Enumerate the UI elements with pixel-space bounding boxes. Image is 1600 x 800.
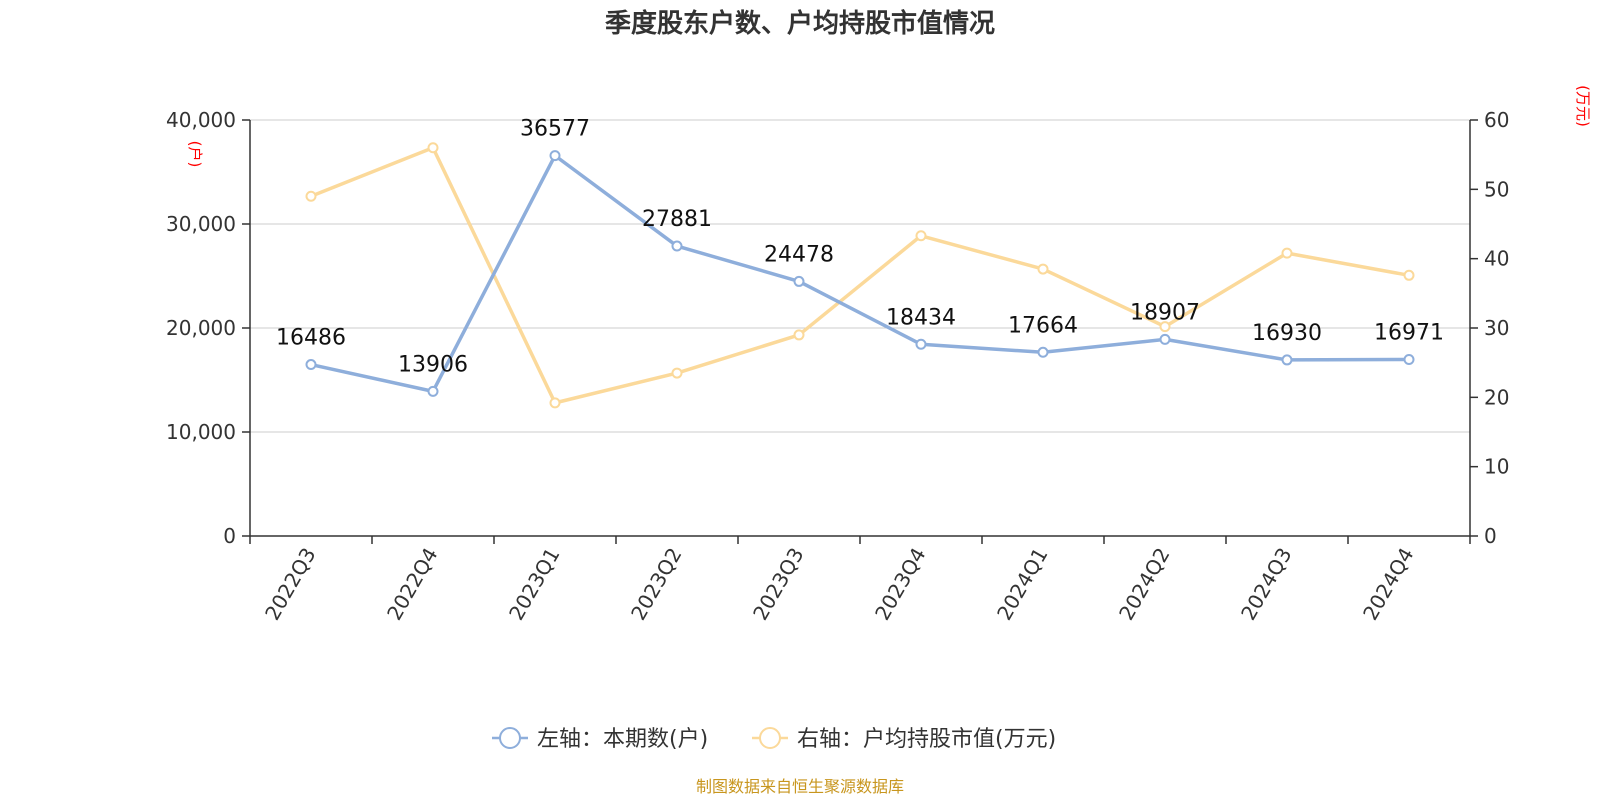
data-point-right bbox=[305, 190, 317, 202]
data-label: 36577 bbox=[520, 117, 590, 142]
x-tick-label: 2024Q2 bbox=[1114, 544, 1174, 625]
legend-item-right[interactable]: 右轴：户均持股市值(万元) bbox=[752, 727, 1056, 752]
data-point-left bbox=[1281, 354, 1293, 366]
source-note: 制图数据来自恒生聚源数据库 bbox=[696, 777, 904, 796]
legend[interactable]: 左轴：本期数(户) 右轴：户均持股市值(万元) bbox=[492, 727, 1056, 752]
right-tick-label: 0 bbox=[1484, 524, 1497, 548]
data-point-left bbox=[1159, 333, 1171, 345]
data-point-left bbox=[1403, 354, 1415, 366]
data-point-left bbox=[305, 359, 317, 371]
data-point-right bbox=[1037, 263, 1049, 275]
data-point-right bbox=[793, 329, 805, 341]
axes: 0 10,000 20,000 30,000 40,000 0 10 20 30 40 50 60 20… bbox=[166, 108, 1509, 624]
x-tick-label: 2023Q4 bbox=[870, 544, 930, 625]
data-point-left bbox=[915, 338, 927, 350]
series-layer bbox=[305, 142, 1415, 409]
right-tick-label: 40 bbox=[1484, 247, 1509, 271]
legend-circle-icon bbox=[759, 727, 781, 749]
x-tick-label: 2024Q1 bbox=[992, 544, 1052, 625]
data-point-right bbox=[427, 142, 439, 154]
left-tick-label: 30,000 bbox=[166, 212, 236, 236]
data-point-left bbox=[427, 385, 439, 397]
data-point-left bbox=[793, 275, 805, 287]
data-label: 17664 bbox=[1008, 313, 1078, 338]
left-tick-label: 40,000 bbox=[166, 108, 236, 132]
data-label: 16971 bbox=[1374, 321, 1444, 346]
data-point-right bbox=[1403, 269, 1415, 281]
data-point-left bbox=[1037, 346, 1049, 358]
data-labels: 16486 13906 36577 27881 24478 18434 17664 18907… bbox=[276, 117, 1444, 378]
left-tick-label: 0 bbox=[223, 524, 236, 548]
x-tick-label: 2022Q4 bbox=[382, 544, 442, 625]
right-tick-label: 20 bbox=[1484, 385, 1509, 409]
series-line-right bbox=[310, 145, 1410, 405]
right-axis-unit: (万元) bbox=[1574, 85, 1592, 127]
data-point-left bbox=[549, 150, 561, 162]
x-tick-label: 2023Q2 bbox=[626, 544, 686, 625]
data-point-right bbox=[1159, 321, 1171, 333]
data-label: 18907 bbox=[1130, 300, 1200, 325]
legend-item-left[interactable]: 左轴：本期数(户) bbox=[492, 727, 708, 752]
data-point-right bbox=[671, 367, 683, 379]
data-label: 27881 bbox=[642, 207, 712, 232]
x-tick-label: 2022Q3 bbox=[260, 544, 320, 625]
data-point-right bbox=[915, 230, 927, 242]
legend-label-right: 右轴：户均持股市值(万元) bbox=[797, 727, 1056, 752]
left-tick-label: 20,000 bbox=[166, 316, 236, 340]
legend-circle-icon bbox=[499, 727, 521, 749]
x-tick-label: 2024Q4 bbox=[1358, 544, 1418, 625]
data-label: 24478 bbox=[764, 242, 834, 267]
data-point-left bbox=[671, 240, 683, 252]
right-tick-label: 50 bbox=[1484, 177, 1509, 201]
x-tick-label: 2023Q1 bbox=[504, 544, 564, 625]
right-tick-label: 60 bbox=[1484, 108, 1509, 132]
left-tick-label: 10,000 bbox=[166, 420, 236, 444]
data-point-right bbox=[1281, 247, 1293, 259]
right-tick-label: 30 bbox=[1484, 316, 1509, 340]
x-tick-label: 2023Q3 bbox=[748, 544, 808, 625]
series-line-left bbox=[310, 153, 1410, 394]
data-point-right bbox=[549, 397, 561, 409]
data-label: 18434 bbox=[886, 305, 956, 330]
legend-label-left: 左轴：本期数(户) bbox=[537, 727, 708, 752]
right-tick-label: 10 bbox=[1484, 455, 1509, 479]
chart-title: 季度股东户数、户均持股市值情况 bbox=[605, 8, 995, 39]
data-label: 13906 bbox=[398, 352, 468, 377]
data-label: 16486 bbox=[276, 326, 346, 351]
left-axis-unit: (户) bbox=[186, 141, 204, 168]
data-label: 16930 bbox=[1252, 321, 1322, 346]
grid-lines bbox=[250, 119, 1470, 433]
x-tick-label: 2024Q3 bbox=[1236, 544, 1296, 625]
